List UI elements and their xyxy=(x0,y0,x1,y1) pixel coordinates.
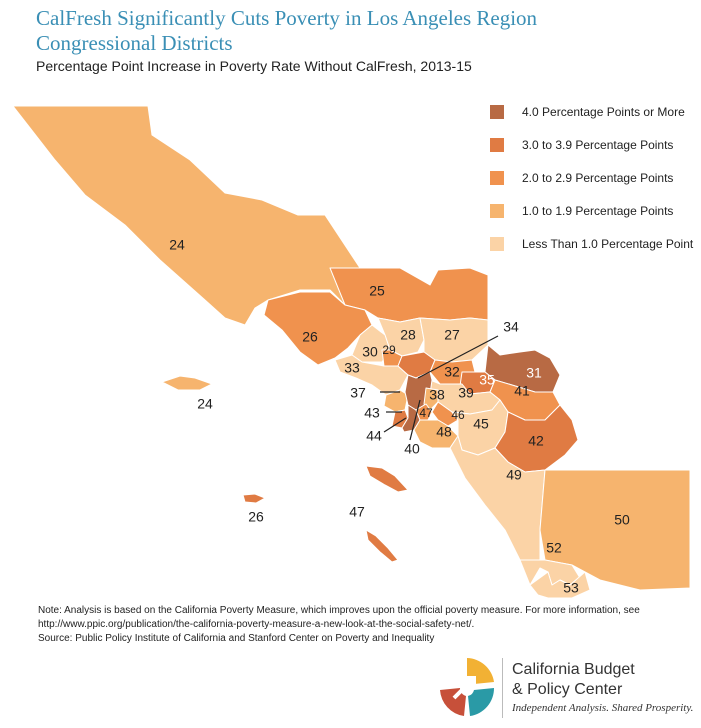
label-41: 41 xyxy=(514,383,530,399)
label-43: 43 xyxy=(364,405,380,421)
note-text: Note: Analysis is based on the Californi… xyxy=(38,605,640,616)
legend-label: 3.0 to 3.9 Percentage Points xyxy=(522,138,674,152)
legend-item: 1.0 to 1.9 Percentage Points xyxy=(490,203,693,219)
label-47: 47 xyxy=(419,406,433,420)
organization-tagline: Independent Analysis. Shared Prosperity. xyxy=(512,702,694,714)
map-title: CalFresh Significantly Cuts Poverty in L… xyxy=(36,6,537,56)
leader-34 xyxy=(417,335,499,379)
source-notes: Note: Analysis is based on the Californi… xyxy=(38,604,678,646)
logo-mark-icon xyxy=(440,658,495,716)
legend-item: 3.0 to 3.9 Percentage Points xyxy=(490,137,693,153)
label-25: 25 xyxy=(369,283,385,299)
district-labels: 24 24 25 26 26 27 28 29 30 31 32 33 34 3… xyxy=(169,237,630,596)
organization-logo: California Budget & Policy Center Indepe… xyxy=(436,654,696,720)
map-legend: 4.0 Percentage Points or More 3.0 to 3.9… xyxy=(490,104,693,269)
label-50: 50 xyxy=(614,512,630,528)
district-50[interactable] xyxy=(539,469,691,591)
legend-label: 2.0 to 2.9 Percentage Points xyxy=(522,171,674,185)
label-32: 32 xyxy=(444,364,460,380)
legend-label: 4.0 Percentage Points or More xyxy=(522,105,685,119)
label-24-island: 24 xyxy=(197,396,213,412)
leader-44 xyxy=(383,417,407,433)
legend-swatch xyxy=(490,204,504,218)
label-48: 48 xyxy=(436,424,452,440)
title-line-1: CalFresh Significantly Cuts Poverty in L… xyxy=(36,6,538,30)
district-33[interactable] xyxy=(334,354,409,396)
legend-swatch xyxy=(490,138,504,152)
leader-40 xyxy=(409,399,421,441)
label-35: 35 xyxy=(479,372,495,388)
label-45: 45 xyxy=(473,416,489,432)
district-26-island[interactable] xyxy=(242,493,266,504)
district-48[interactable] xyxy=(413,419,459,449)
district-47[interactable] xyxy=(415,403,433,421)
legend-swatch xyxy=(490,237,504,251)
label-30: 30 xyxy=(362,344,378,360)
legend-swatch xyxy=(490,171,504,185)
title-line-2: Congressional Districts xyxy=(36,31,233,55)
district-47-island-2[interactable] xyxy=(365,529,399,563)
note-url[interactable]: http://www.ppic.org/publication/the-cali… xyxy=(38,619,475,630)
label-40: 40 xyxy=(404,441,420,457)
logo-divider xyxy=(502,658,503,718)
label-27: 27 xyxy=(444,327,460,343)
label-28: 28 xyxy=(400,327,416,343)
source-text: Source: Public Policy Institute of Calif… xyxy=(38,633,435,644)
district-53[interactable] xyxy=(529,571,591,599)
label-44: 44 xyxy=(366,428,382,444)
label-37: 37 xyxy=(350,385,366,401)
label-52: 52 xyxy=(546,540,562,556)
label-33: 33 xyxy=(344,360,360,376)
legend-label: Less Than 1.0 Percentage Point xyxy=(522,237,694,251)
district-26[interactable] xyxy=(263,291,373,366)
label-34: 34 xyxy=(503,319,519,335)
label-26: 26 xyxy=(302,329,318,345)
label-38: 38 xyxy=(429,387,445,403)
leader-lines xyxy=(380,335,499,441)
label-53: 53 xyxy=(563,580,579,596)
label-42: 42 xyxy=(528,433,544,449)
legend-item: 2.0 to 2.9 Percentage Points xyxy=(490,170,693,186)
district-24-island[interactable] xyxy=(161,375,213,391)
legend-item: 4.0 Percentage Points or More xyxy=(490,104,693,120)
label-31: 31 xyxy=(526,365,542,381)
org-name-line-1: California Budget xyxy=(512,661,635,678)
label-26-island: 26 xyxy=(248,509,264,525)
legend-swatch xyxy=(490,105,504,119)
label-49: 49 xyxy=(506,467,522,483)
legend-item: Less Than 1.0 Percentage Point xyxy=(490,236,693,252)
organization-name: California Budget & Policy Center xyxy=(512,660,635,700)
legend-label: 1.0 to 1.9 Percentage Points xyxy=(522,204,674,218)
label-24: 24 xyxy=(169,237,185,253)
label-47-island: 47 xyxy=(349,504,365,520)
label-39: 39 xyxy=(458,385,474,401)
district-38[interactable] xyxy=(423,387,439,411)
label-46: 46 xyxy=(451,408,465,422)
district-47-island[interactable] xyxy=(365,465,409,493)
org-name-line-2: & Policy Center xyxy=(512,681,623,698)
label-29: 29 xyxy=(382,343,396,357)
map-subtitle: Percentage Point Increase in Poverty Rat… xyxy=(36,58,472,74)
